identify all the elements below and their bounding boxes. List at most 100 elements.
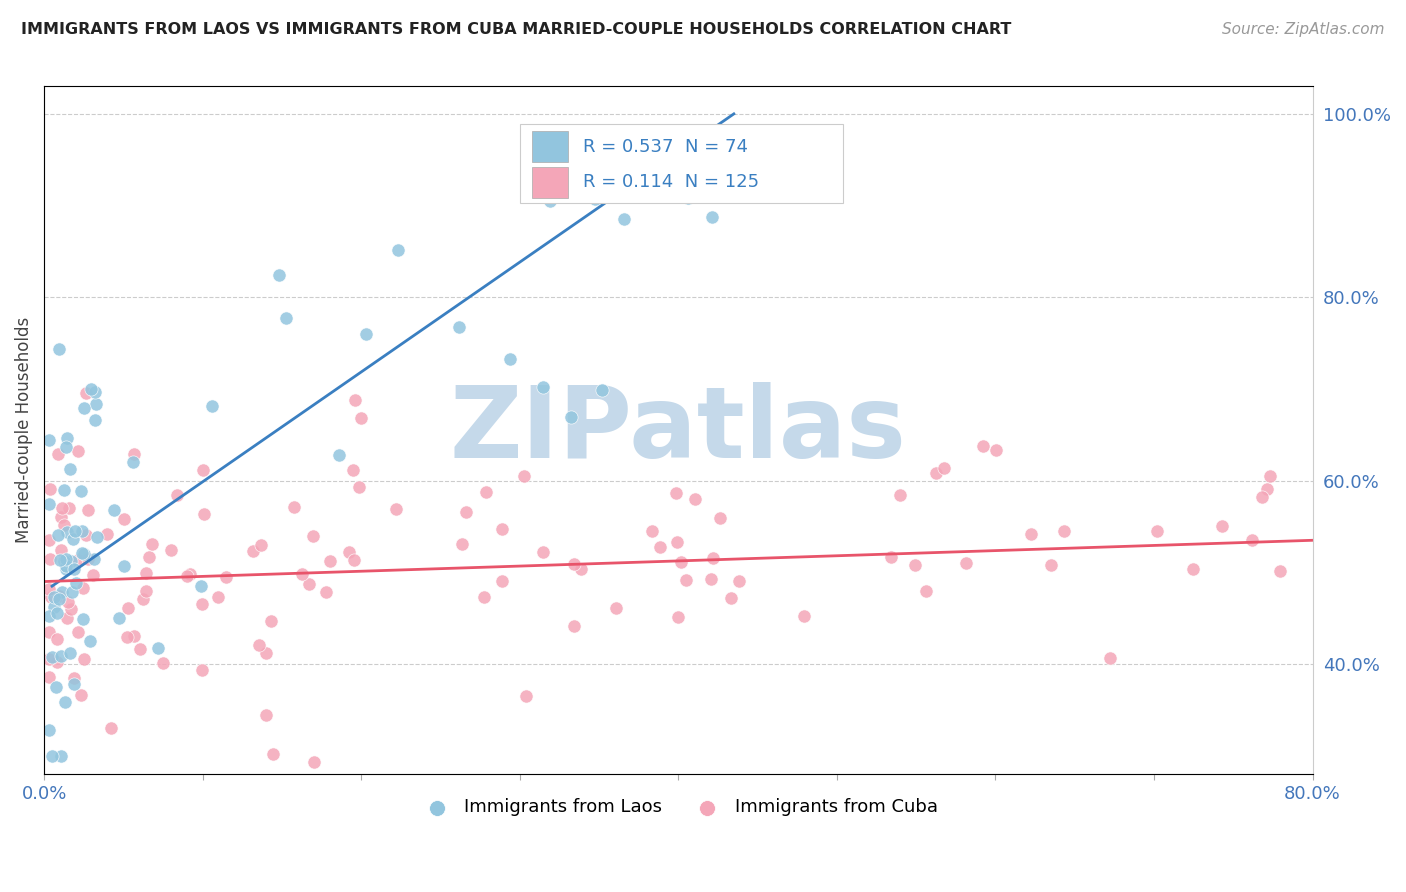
- Point: [700, 210, 723, 224]
- Point: [38, 625, 60, 640]
- Point: [1258, 468, 1281, 483]
- Point: [48, 342, 70, 356]
- Point: [955, 556, 977, 570]
- Point: [55, 441, 77, 455]
- Text: Source: ZipAtlas.com: Source: ZipAtlas.com: [1222, 22, 1385, 37]
- Point: [59, 647, 82, 661]
- Point: [75, 528, 97, 542]
- Point: [560, 410, 582, 425]
- Point: [700, 572, 723, 586]
- Point: [1099, 651, 1122, 665]
- Text: ZIPatlas: ZIPatlas: [450, 382, 907, 479]
- Point: [56, 431, 79, 445]
- Point: [108, 611, 131, 625]
- Point: [56, 611, 79, 625]
- Point: [591, 383, 613, 397]
- Point: [79, 633, 101, 648]
- Point: [1268, 564, 1291, 578]
- Point: [135, 584, 157, 599]
- Point: [702, 551, 724, 566]
- Point: [515, 689, 537, 703]
- Point: [254, 646, 277, 660]
- Point: [39, 482, 62, 496]
- Point: [269, 268, 291, 283]
- Point: [166, 488, 188, 502]
- Point: [1019, 527, 1042, 541]
- Point: [100, 721, 122, 735]
- Point: [914, 584, 936, 599]
- Point: [328, 448, 350, 462]
- Point: [52, 517, 75, 532]
- Point: [569, 562, 592, 576]
- Point: [65, 524, 87, 539]
- Point: [51, 500, 73, 515]
- Point: [117, 600, 139, 615]
- Point: [160, 543, 183, 558]
- Point: [38, 670, 60, 684]
- Point: [77, 503, 100, 517]
- Point: [51, 543, 73, 558]
- Point: [129, 641, 152, 656]
- Point: [1146, 524, 1168, 538]
- Point: [48, 589, 70, 603]
- Point: [55, 552, 77, 566]
- Point: [640, 524, 662, 538]
- Point: [65, 575, 87, 590]
- Point: [342, 463, 364, 477]
- Point: [193, 507, 215, 521]
- Point: [44, 590, 66, 604]
- Point: [683, 491, 706, 506]
- Point: [695, 144, 717, 158]
- Point: [562, 618, 585, 632]
- Point: [56, 594, 79, 608]
- Text: IMMIGRANTS FROM LAOS VS IMMIGRANTS FROM CUBA MARRIED-COUPLE HOUSEHOLDS CORRELATI: IMMIGRANTS FROM LAOS VS IMMIGRANTS FROM …: [21, 22, 1011, 37]
- Point: [538, 194, 561, 209]
- Point: [179, 566, 201, 581]
- Point: [52, 483, 75, 497]
- Point: [561, 188, 583, 202]
- Point: [45, 656, 67, 670]
- Point: [291, 567, 314, 582]
- Point: [38, 652, 60, 666]
- Point: [262, 747, 284, 762]
- Point: [666, 535, 689, 549]
- Point: [1256, 482, 1278, 496]
- Point: [972, 439, 994, 453]
- Point: [344, 392, 367, 407]
- Point: [932, 461, 955, 475]
- Point: [191, 463, 214, 477]
- Point: [84, 413, 107, 427]
- Point: [337, 545, 360, 559]
- Point: [60, 554, 83, 568]
- Point: [1240, 533, 1263, 548]
- Point: [531, 545, 554, 559]
- Point: [176, 569, 198, 583]
- Point: [121, 455, 143, 469]
- Point: [1053, 524, 1076, 539]
- Point: [648, 540, 671, 554]
- Point: [668, 610, 690, 624]
- Point: [665, 486, 688, 500]
- Point: [242, 544, 264, 558]
- Point: [343, 553, 366, 567]
- Point: [925, 467, 948, 481]
- Point: [191, 664, 214, 678]
- Point: [498, 352, 520, 367]
- Point: [385, 501, 408, 516]
- Point: [454, 505, 477, 519]
- FancyBboxPatch shape: [520, 124, 844, 203]
- Point: [46, 606, 69, 620]
- Point: [70, 524, 93, 538]
- Point: [38, 533, 60, 547]
- Text: R = 0.537  N = 74: R = 0.537 N = 74: [583, 137, 748, 155]
- Point: [793, 609, 815, 624]
- Point: [613, 212, 636, 227]
- Point: [63, 676, 86, 690]
- Point: [122, 629, 145, 643]
- Point: [112, 559, 135, 574]
- Point: [298, 577, 321, 591]
- Point: [39, 552, 62, 566]
- Point: [472, 591, 495, 605]
- Point: [302, 756, 325, 770]
- Point: [583, 192, 606, 206]
